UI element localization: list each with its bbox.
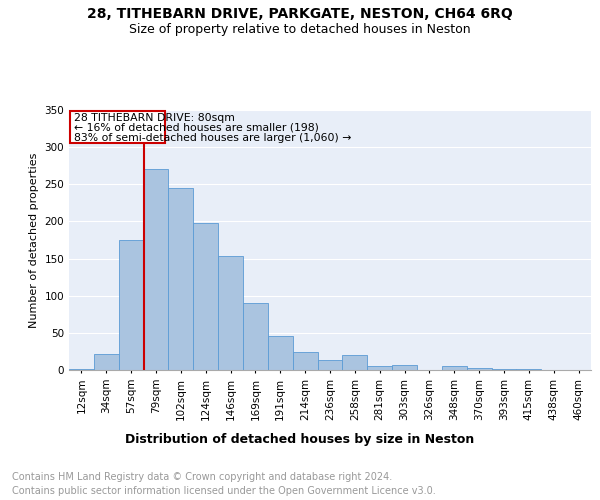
Bar xyxy=(317,360,343,370)
Bar xyxy=(392,365,417,370)
Bar xyxy=(193,223,218,370)
Bar xyxy=(293,352,317,370)
Bar xyxy=(243,303,268,370)
Bar xyxy=(69,368,94,370)
Bar xyxy=(94,354,119,370)
Text: 28, TITHEBARN DRIVE, PARKGATE, NESTON, CH64 6RQ: 28, TITHEBARN DRIVE, PARKGATE, NESTON, C… xyxy=(87,8,513,22)
Text: Distribution of detached houses by size in Neston: Distribution of detached houses by size … xyxy=(125,432,475,446)
Text: Size of property relative to detached houses in Neston: Size of property relative to detached ho… xyxy=(129,22,471,36)
Bar xyxy=(143,170,169,370)
Bar xyxy=(367,366,392,370)
FancyBboxPatch shape xyxy=(70,112,164,144)
Bar xyxy=(442,366,467,370)
Y-axis label: Number of detached properties: Number of detached properties xyxy=(29,152,39,328)
Text: 83% of semi-detached houses are larger (1,060) →: 83% of semi-detached houses are larger (… xyxy=(74,132,352,142)
Bar xyxy=(268,336,293,370)
Text: Contains HM Land Registry data © Crown copyright and database right 2024.: Contains HM Land Registry data © Crown c… xyxy=(12,472,392,482)
Text: ← 16% of detached houses are smaller (198): ← 16% of detached houses are smaller (19… xyxy=(74,122,319,132)
Text: Contains public sector information licensed under the Open Government Licence v3: Contains public sector information licen… xyxy=(12,486,436,496)
Bar xyxy=(343,355,367,370)
Bar xyxy=(169,188,193,370)
Bar xyxy=(467,368,491,370)
Bar xyxy=(218,256,243,370)
Bar xyxy=(119,240,143,370)
Text: 28 TITHEBARN DRIVE: 80sqm: 28 TITHEBARN DRIVE: 80sqm xyxy=(74,112,235,122)
